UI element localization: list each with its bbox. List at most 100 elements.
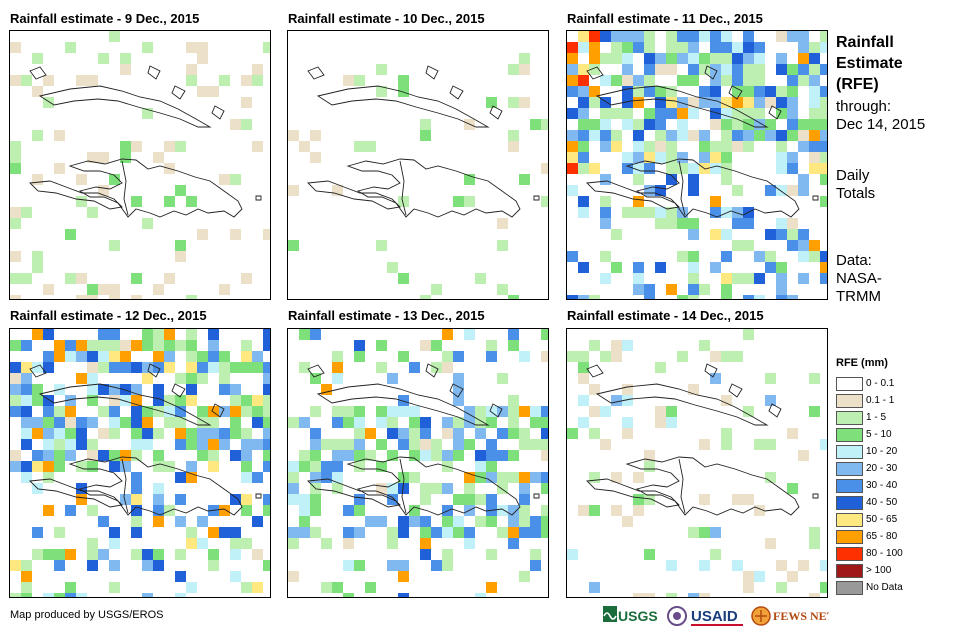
rainfall-map xyxy=(567,31,827,299)
rainfall-grid xyxy=(10,31,270,299)
rainfall-cell xyxy=(589,163,600,174)
rainfall-cell xyxy=(541,527,548,538)
rainfall-cell xyxy=(398,196,409,207)
rainfall-cell xyxy=(622,395,633,406)
rainfall-cell xyxy=(743,64,754,75)
rainfall-cell xyxy=(541,119,548,130)
rainfall-cell xyxy=(820,86,827,97)
rainfall-cell xyxy=(633,174,644,185)
rainfall-cell xyxy=(611,130,622,141)
rainfall-cell xyxy=(186,64,197,75)
rainfall-cell xyxy=(567,42,578,53)
rainfall-cell xyxy=(677,119,688,130)
rainfall-cell xyxy=(153,340,164,351)
rainfall-cell xyxy=(288,571,299,582)
coastline-shape xyxy=(316,383,490,426)
rainfall-cell xyxy=(633,262,644,273)
rainfall-cell xyxy=(32,461,43,472)
rainfall-cell xyxy=(263,362,270,373)
rainfall-cell xyxy=(409,362,420,373)
rainfall-cell xyxy=(453,196,464,207)
rainfall-cell xyxy=(611,141,622,152)
rainfall-cell xyxy=(21,417,32,428)
rainfall-cell xyxy=(87,461,98,472)
rainfall-cell xyxy=(54,130,65,141)
rainfall-cell xyxy=(578,31,589,42)
rainfall-cell xyxy=(644,494,655,505)
rainfall-cell xyxy=(721,75,732,86)
rainfall-cell xyxy=(431,560,442,571)
rainfall-cell xyxy=(578,373,589,384)
rainfall-cell xyxy=(600,406,611,417)
rainfall-cell xyxy=(519,516,530,527)
rainfall-cell xyxy=(633,97,644,108)
rainfall-cell xyxy=(721,152,732,163)
rainfall-cell xyxy=(530,516,541,527)
rainfall-cell xyxy=(409,428,420,439)
rainfall-cell xyxy=(288,417,299,428)
rainfall-cell xyxy=(508,505,519,516)
rainfall-cell xyxy=(21,340,32,351)
rainfall-cell xyxy=(721,141,732,152)
rainfall-cell xyxy=(464,472,475,483)
rainfall-cell xyxy=(87,351,98,362)
rainfall-cell xyxy=(798,174,809,185)
daily-totals-line-2: Totals xyxy=(836,185,876,202)
rainfall-cell xyxy=(32,130,43,141)
rainfall-cell xyxy=(453,516,464,527)
rainfall-cell xyxy=(32,174,43,185)
rainfall-cell xyxy=(354,450,365,461)
rainfall-cell xyxy=(343,505,354,516)
rainfall-cell xyxy=(809,527,820,538)
rainfall-cell xyxy=(219,75,230,86)
rainfall-cell xyxy=(263,42,270,53)
rainfall-cell xyxy=(442,417,453,428)
rainfall-cell xyxy=(164,273,175,284)
rainfall-cell xyxy=(76,494,87,505)
rainfall-grid xyxy=(10,329,270,597)
rainfall-cell xyxy=(475,461,486,472)
rainfall-cell xyxy=(611,108,622,119)
rainfall-cell xyxy=(387,373,398,384)
rainfall-cell xyxy=(541,351,548,362)
rainfall-cell xyxy=(732,185,743,196)
rainfall-cell xyxy=(578,141,589,152)
rainfall-cell xyxy=(241,439,252,450)
rainfall-cell xyxy=(453,417,464,428)
rainfall-cell xyxy=(677,31,688,42)
rainfall-cell xyxy=(420,119,431,130)
rainfall-cell xyxy=(186,75,197,86)
rainfall-cell xyxy=(508,450,519,461)
rainfall-cell xyxy=(519,406,530,417)
rainfall-cell xyxy=(633,31,644,42)
rainfall-cell xyxy=(721,351,732,362)
rainfall-cell xyxy=(219,351,230,362)
rainfall-cell xyxy=(820,97,827,108)
rainfall-cell xyxy=(387,538,398,549)
coastline-shape xyxy=(625,456,800,516)
rainfall-cell xyxy=(578,395,589,406)
rainfall-cell xyxy=(409,439,420,450)
rainfall-cell xyxy=(10,75,21,86)
rainfall-cell xyxy=(688,53,699,64)
rainfall-cell xyxy=(54,417,65,428)
rainfall-cell xyxy=(175,516,186,527)
rainfall-cell xyxy=(508,428,519,439)
panel-title-dec13: Rainfall estimate - 13 Dec., 2015 xyxy=(288,308,485,323)
rainfall-cell xyxy=(197,450,208,461)
rainfall-cell xyxy=(611,472,622,483)
rainfall-cell xyxy=(541,329,548,340)
rainfall-cell xyxy=(10,373,21,384)
rainfall-cell xyxy=(798,229,809,240)
rainfall-cell xyxy=(153,384,164,395)
rainfall-cell xyxy=(21,75,32,86)
rainfall-cell xyxy=(567,351,578,362)
rainfall-cell xyxy=(710,64,721,75)
rainfall-cell xyxy=(310,329,321,340)
legend-swatch xyxy=(836,581,863,595)
rainfall-cell xyxy=(655,152,666,163)
legend-title: RFE (mm) xyxy=(836,357,888,369)
panel-title-dec11: Rainfall estimate - 11 Dec., 2015 xyxy=(567,11,763,26)
rainfall-cell xyxy=(633,207,644,218)
rainfall-cell xyxy=(519,472,530,483)
